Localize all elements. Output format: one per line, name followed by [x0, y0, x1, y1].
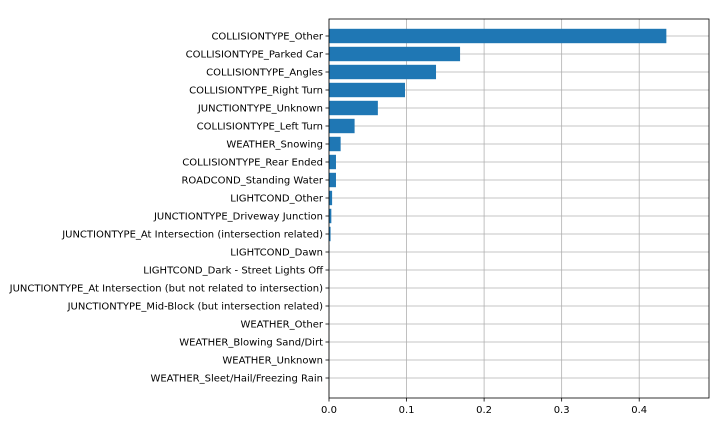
y-tick-label: ROADCOND_Standing Water [181, 176, 323, 187]
y-tick-label: JUNCTIONTYPE_At Intersection (but not re… [9, 284, 323, 295]
y-tick-label: WEATHER_Sleet/Hail/Freezing Rain [150, 374, 323, 385]
y-tick-label: WEATHER_Other [240, 320, 323, 331]
y-tick-label: COLLISIONTYPE_Right Turn [189, 86, 323, 97]
y-tick-label: LIGHTCOND_Dawn [230, 248, 323, 259]
x-tick-labels: 0.0 0.1 0.2 0.3 0.4 [321, 398, 647, 416]
bars-layer [329, 29, 666, 385]
y-tick-label: COLLISIONTYPE_Parked Car [186, 50, 324, 61]
x-tick-label: 0.0 [321, 405, 337, 416]
y-tick-label: LIGHTCOND_Dark - Street Lights Off [143, 266, 324, 277]
y-tick-label: JUNCTIONTYPE_Unknown [197, 104, 323, 115]
x-tick-label: 0.4 [631, 405, 647, 416]
bar [329, 173, 336, 187]
y-tick-label: COLLISIONTYPE_Left Turn [197, 122, 323, 133]
y-tick-label: COLLISIONTYPE_Rear Ended [182, 158, 323, 169]
bar [329, 155, 336, 169]
x-tick-label: 0.2 [476, 405, 492, 416]
bar [329, 65, 436, 79]
y-tick-label: WEATHER_Blowing Sand/Dirt [179, 338, 323, 349]
y-tick-label: WEATHER_Unknown [222, 356, 323, 367]
bar [329, 137, 341, 151]
bar [329, 191, 332, 205]
y-tick-label: COLLISIONTYPE_Other [211, 32, 323, 43]
y-tick-labels: COLLISIONTYPE_Other COLLISIONTYPE_Parked … [9, 32, 329, 385]
x-tick-label: 0.3 [554, 405, 570, 416]
x-tick-label: 0.1 [399, 405, 415, 416]
bar [329, 101, 378, 115]
y-tick-label: LIGHTCOND_Other [230, 194, 324, 205]
bar [329, 29, 666, 43]
y-tick-label: JUNCTIONTYPE_Mid-Block (but intersection… [67, 302, 323, 313]
y-tick-label: WEATHER_Snowing [226, 140, 323, 151]
bar [329, 47, 460, 61]
bar [329, 83, 405, 97]
bar [329, 119, 355, 133]
y-tick-label: COLLISIONTYPE_Angles [206, 68, 323, 79]
y-tick-label: JUNCTIONTYPE_At Intersection (intersecti… [61, 230, 323, 241]
y-tick-label: JUNCTIONTYPE_Driveway Junction [153, 212, 323, 223]
